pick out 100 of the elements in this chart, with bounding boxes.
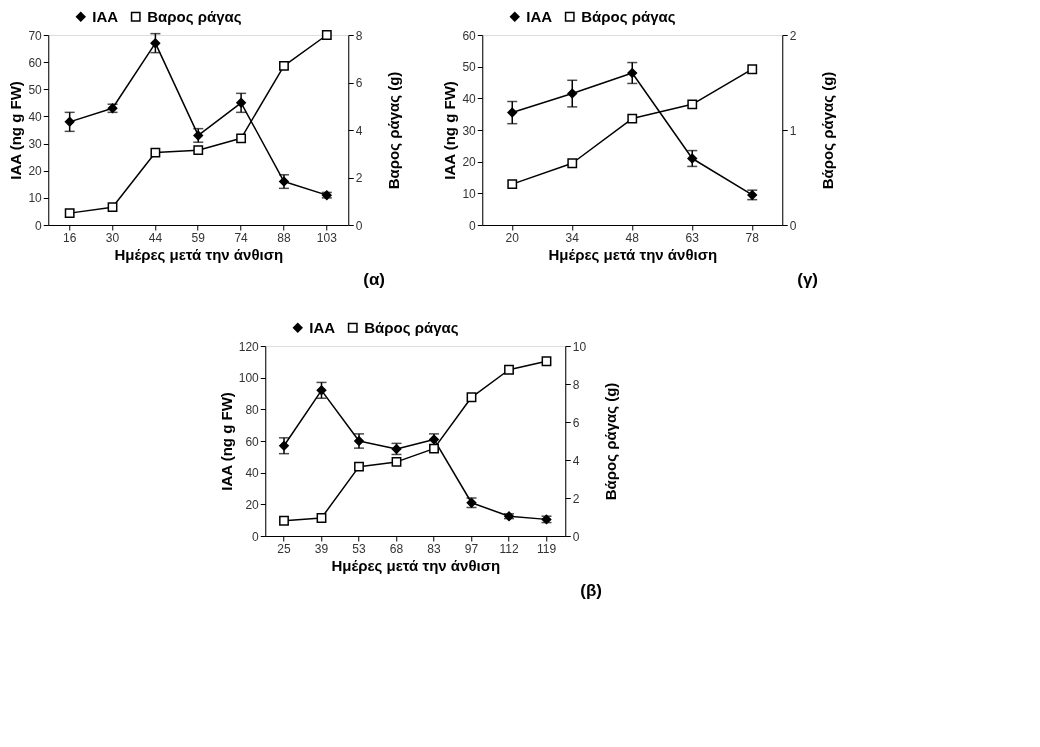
point [150, 38, 161, 49]
legend-label: IAA [526, 7, 553, 25]
y-axis-title: IAA (ng g FW) [7, 81, 25, 180]
x-tick-label: 48 [625, 230, 640, 245]
y2-tick-label: 8 [355, 28, 363, 43]
y-tick-label: 70 [28, 28, 43, 43]
x-tick-label: 119 [536, 541, 557, 556]
y2-tick-label: 1 [789, 123, 797, 138]
y2-axis-title: Βάρος ράγας (g) [601, 382, 619, 501]
y2-tick-label: 4 [355, 123, 363, 138]
x-tick-label: 20 [505, 230, 520, 245]
y2-tick-label: 0 [355, 218, 363, 233]
y2-tick-label: 6 [355, 76, 363, 90]
point [150, 147, 161, 158]
point [316, 513, 327, 523]
x-tick-label: 25 [277, 541, 291, 556]
y2-axis-title: Βάρος ράγας (g) [818, 71, 836, 190]
y2-tick-label: 2 [355, 171, 363, 185]
y-tick-label: 10 [462, 186, 477, 201]
y2-tick-label: 4 [572, 453, 580, 468]
point [747, 64, 758, 75]
x-tick-label: 68 [389, 541, 404, 556]
point [541, 356, 552, 367]
y2-tick-label: 10 [572, 339, 587, 354]
x-tick-label: 74 [234, 230, 249, 245]
point [354, 461, 364, 472]
x-tick-label: 83 [427, 541, 441, 556]
point [567, 88, 578, 99]
x-axis-title: Ημέρες μετά την άνθιση [548, 245, 718, 263]
y-tick-label: 60 [462, 28, 477, 43]
y-tick-label: 30 [462, 123, 477, 138]
y-tick-label: 50 [462, 60, 477, 75]
point [107, 202, 118, 213]
point [567, 158, 578, 169]
y-tick-label: 40 [245, 466, 260, 481]
point [279, 440, 289, 451]
x-tick-label: 63 [685, 230, 700, 245]
y2-tick-label: 0 [572, 529, 580, 544]
legend-label: IAA [92, 7, 119, 25]
point [429, 443, 439, 454]
text: (γ) [797, 270, 819, 289]
point [236, 133, 247, 144]
point [466, 392, 477, 403]
x-tick-label: 88 [277, 230, 291, 245]
point [64, 208, 75, 219]
y-tick-label: 40 [28, 109, 43, 124]
point [236, 97, 247, 108]
legend-label: Βάρος ράγας [581, 7, 676, 25]
x-tick-label: 16 [63, 230, 77, 245]
x-tick-label: 103 [316, 230, 338, 245]
point [687, 153, 698, 164]
y-tick-label: 100 [238, 371, 260, 386]
point [507, 179, 518, 190]
y-tick-label: 0 [252, 529, 260, 544]
y-axis-title: IAA (ng g FW) [217, 392, 235, 491]
y2-tick-label: 6 [572, 415, 580, 430]
y-tick-label: 20 [462, 155, 477, 170]
y-tick-label: 20 [28, 164, 43, 179]
y2-tick-label: 0 [789, 218, 797, 233]
y2-axis-title: Βαρος ράγας (g) [384, 71, 402, 190]
point [627, 68, 638, 78]
y-tick-label: 60 [245, 434, 260, 449]
y-tick-label: 80 [245, 402, 260, 417]
x-tick-label: 59 [191, 230, 206, 245]
point [316, 385, 327, 396]
y2-tick-label: 2 [789, 28, 797, 43]
y-axis-title: IAA (ng g FW) [441, 81, 459, 180]
point [507, 107, 518, 118]
point [504, 364, 514, 375]
x-tick-label: 53 [352, 541, 366, 556]
x-tick-label: 44 [148, 230, 163, 245]
y2-tick-label: 2 [572, 491, 580, 506]
y-tick-label: 30 [28, 137, 43, 152]
point [321, 30, 332, 40]
point [279, 60, 289, 71]
y-tick-label: 120 [238, 339, 260, 354]
y-tick-label: 40 [462, 91, 477, 106]
y-tick-label: 0 [35, 218, 43, 233]
x-tick-label: 39 [314, 541, 329, 556]
legend-label: Βάρος ράγας [364, 318, 459, 336]
text: (β) [580, 581, 602, 600]
point [193, 145, 204, 156]
x-tick-label: 97 [464, 541, 479, 556]
y-tick-label: 0 [469, 218, 477, 233]
point [627, 113, 638, 124]
y2-tick-label: 8 [572, 377, 580, 392]
x-tick-label: 30 [105, 230, 120, 245]
point [64, 116, 75, 127]
y-tick-label: 60 [28, 55, 43, 70]
text: (α) [363, 270, 386, 289]
y-tick-label: 50 [28, 82, 43, 97]
x-tick-label: 78 [745, 230, 760, 245]
point [687, 99, 698, 110]
legend-label: Βαρος ράγας [147, 7, 242, 25]
x-tick-label: 112 [499, 541, 519, 556]
y-tick-label: 10 [28, 191, 43, 206]
x-axis-title: Ημέρες μετά την άνθιση [114, 245, 284, 263]
x-axis-title: Ημέρες μετά την άνθιση [331, 556, 501, 574]
point [279, 515, 289, 526]
x-tick-label: 34 [565, 230, 580, 245]
